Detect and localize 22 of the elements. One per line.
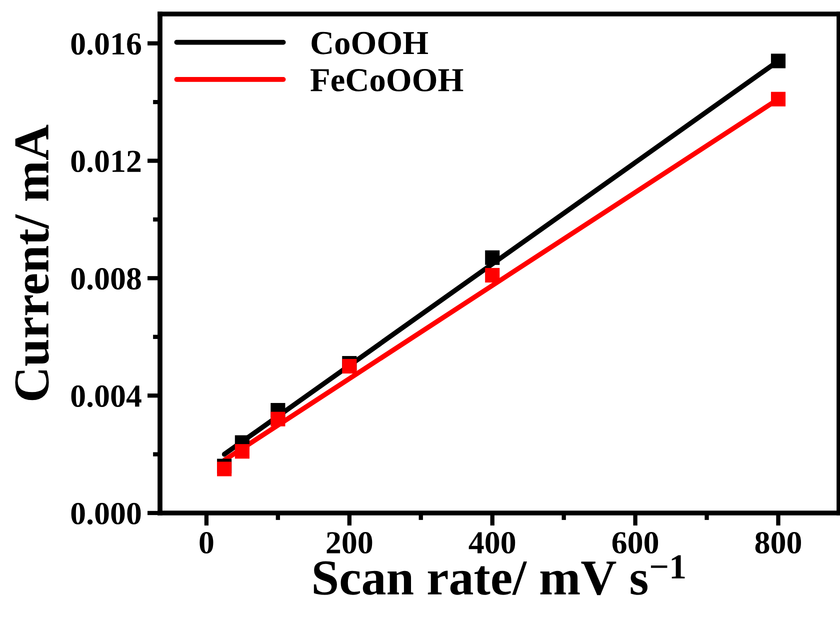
legend-label: CoOOH xyxy=(312,32,428,54)
point xyxy=(485,250,500,265)
x-axis-title: Scan rate/ mV s$^{−1}$ xyxy=(314,555,685,596)
x-tick-label: 400 xyxy=(468,532,516,554)
point xyxy=(770,54,786,68)
y-tick-label: 0.000 xyxy=(71,502,141,525)
point xyxy=(217,462,232,476)
y-tick-label: 0.004 xyxy=(71,385,142,408)
legend-label: FeCoOOH xyxy=(310,69,464,92)
x-tick-label: 800 xyxy=(755,532,801,554)
point xyxy=(234,444,250,459)
x-tick-label: 600 xyxy=(612,532,658,554)
point xyxy=(485,268,500,283)
point xyxy=(270,412,286,426)
y-tick-label: 0.012 xyxy=(71,150,141,172)
y-tick-label: 0.008 xyxy=(71,268,141,290)
point xyxy=(342,358,357,374)
y-axis-title: Current/ mA xyxy=(15,124,49,400)
x-tick-label: 0 xyxy=(200,532,214,554)
y-tick-label: 0.016 xyxy=(71,33,142,55)
point xyxy=(770,92,786,106)
x-tick-label: 200 xyxy=(326,532,372,554)
